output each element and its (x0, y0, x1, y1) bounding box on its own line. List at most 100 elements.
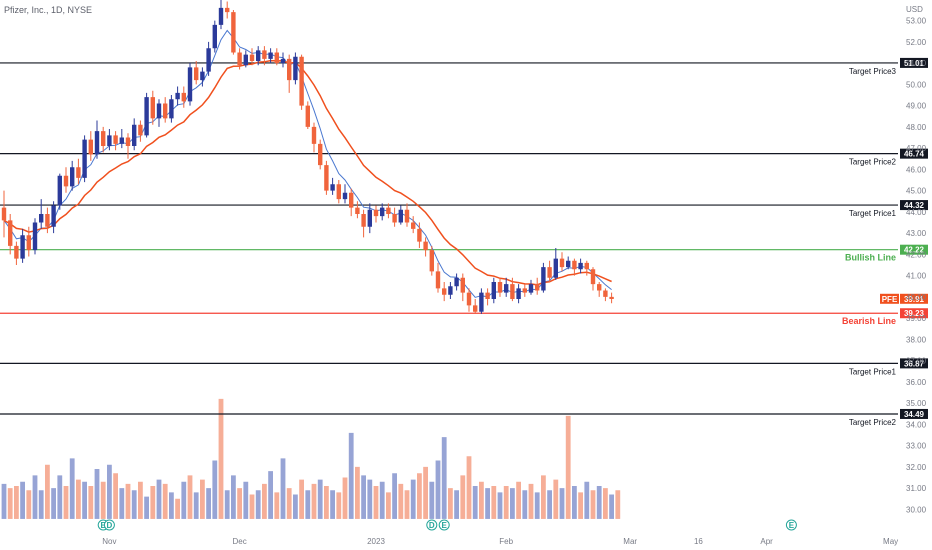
candle-body (212, 24, 217, 49)
volume-bar (138, 481, 143, 519)
y-tick-label: 48.00 (906, 123, 927, 132)
candle-body (225, 7, 230, 13)
candle-body (169, 99, 174, 119)
candle-body (249, 54, 255, 61)
volume-bar (212, 460, 218, 519)
x-tick-label: Dec (232, 537, 246, 546)
volume-bar (286, 488, 292, 519)
volume-bar (379, 481, 385, 519)
price-levels: 51.01 Target Price3 46.74 Target Price2 44.3… (0, 57, 928, 427)
volume-bar (231, 475, 236, 519)
candle-body (584, 262, 589, 270)
symbol-label: PFE (882, 295, 898, 304)
candle-body (144, 97, 149, 136)
volume-bar (107, 464, 112, 519)
volume-bar (268, 471, 273, 519)
candle-body (466, 292, 472, 306)
candle-body (448, 286, 453, 295)
volume-bar (175, 498, 180, 519)
volume-bar (249, 494, 255, 519)
candle-body (516, 288, 521, 299)
chart-title: Pfizer, Inc., 1D, NYSE (4, 5, 93, 15)
candle-body (287, 58, 292, 81)
candle-body (63, 175, 69, 187)
volume-bar (224, 490, 230, 519)
volume-bar (373, 486, 379, 519)
x-tick-label: 16 (694, 537, 703, 546)
volume-bar (367, 479, 373, 519)
level-label: Target Price2 (849, 418, 897, 427)
candle-body (311, 126, 317, 144)
volume-bar (355, 466, 360, 519)
volume-bar (193, 492, 199, 519)
volume-bar (448, 488, 453, 519)
volume-bar (293, 494, 298, 519)
candle-body (609, 296, 614, 299)
candle-body (324, 165, 329, 191)
level-badge (900, 244, 928, 255)
y-tick-label: 34.00 (906, 420, 927, 429)
level-label: Target Price1 (849, 367, 897, 376)
y-tick-label: 36.00 (906, 378, 927, 387)
candle-body (547, 267, 552, 278)
y-tick-label: 39.00 (906, 314, 927, 323)
candle-body (274, 52, 279, 64)
volume-bar (45, 464, 50, 519)
volume-bar (410, 479, 416, 519)
volume-bar (435, 460, 441, 519)
candle-body (336, 184, 341, 200)
volume-bar (218, 398, 224, 519)
volume-bar (14, 486, 19, 519)
volume-bar (423, 466, 428, 519)
event-label: E (442, 521, 448, 530)
y-tick-label: 41.00 (906, 272, 927, 281)
candle-body (299, 56, 304, 106)
y-tick-label: 35.00 (906, 399, 927, 408)
y-tick-label: 52.00 (906, 38, 927, 47)
candle-body (305, 105, 310, 127)
volume-bar (51, 488, 56, 519)
candle-body (553, 258, 558, 278)
volume-bar (69, 458, 75, 519)
y-tick-label: 50.00 (906, 80, 927, 89)
volume-bar (516, 481, 521, 519)
volume-bar (100, 481, 106, 519)
candle-body (535, 284, 540, 291)
volume-bar (330, 490, 335, 519)
candle-body (460, 277, 465, 293)
candle-body (485, 292, 490, 299)
level-value: 44.32 (904, 201, 925, 210)
level-label: Target Price2 (849, 158, 897, 167)
volume-bar (565, 415, 571, 519)
volume-bar (187, 475, 193, 519)
y-tick-label: 46.00 (906, 165, 927, 174)
volume-bar (559, 488, 565, 519)
level-badge (900, 408, 928, 419)
level-badge (900, 308, 928, 319)
candle-body (138, 124, 143, 136)
level-badge (900, 148, 928, 159)
y-tick-label: 49.00 (906, 102, 927, 111)
volume-bar (82, 481, 87, 519)
volume-bar (299, 479, 304, 519)
candle-body (218, 7, 224, 25)
volume-bar (491, 486, 497, 519)
volume-bar (578, 492, 583, 519)
y-tick-label: 32.00 (906, 463, 927, 472)
candle-body (497, 282, 503, 293)
candle-body (435, 271, 441, 289)
candle-body (187, 67, 193, 102)
candle-body (404, 209, 410, 223)
candle-body (156, 103, 162, 119)
volume-bar (63, 486, 69, 519)
candle-body (504, 284, 509, 293)
candle-body (293, 56, 298, 81)
event-marker (103, 519, 115, 531)
candle-body (256, 50, 261, 61)
volume-bar (417, 473, 422, 519)
volume-bar (280, 458, 286, 519)
candle-body (590, 269, 596, 285)
volume-bar (88, 486, 94, 519)
candle-body (132, 124, 137, 146)
